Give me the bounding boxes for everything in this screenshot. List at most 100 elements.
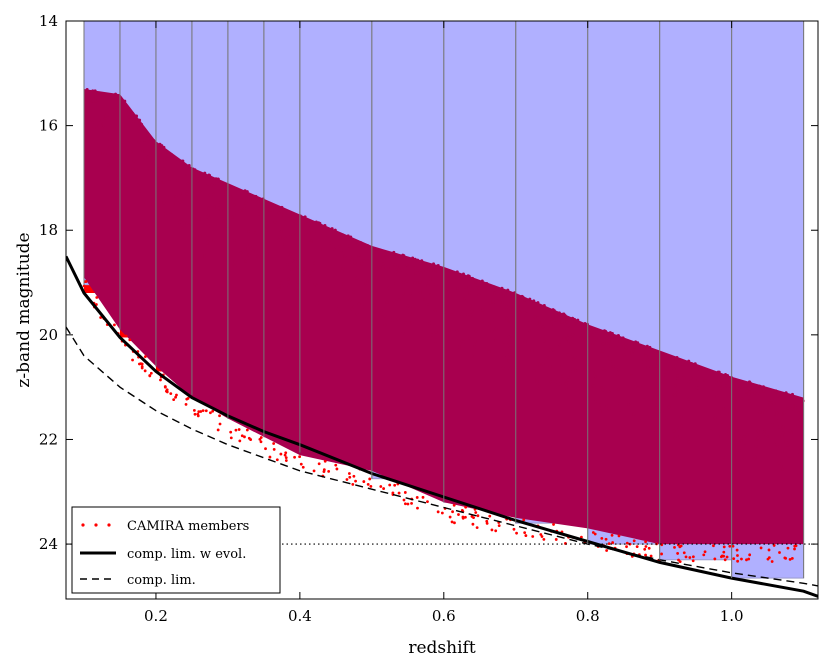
member-dot <box>303 270 307 274</box>
member-dot <box>630 352 634 356</box>
member-dot <box>776 425 780 429</box>
member-dot <box>477 293 481 297</box>
member-dot <box>530 349 534 353</box>
member-dot <box>268 208 272 212</box>
member-dot <box>553 318 557 322</box>
member-dot <box>138 189 142 193</box>
member-dot <box>244 201 248 205</box>
member-dot-faint <box>474 511 478 514</box>
member-dot <box>580 382 584 386</box>
member-dot <box>601 388 605 392</box>
member-dot <box>569 375 573 379</box>
member-dot <box>230 199 234 203</box>
member-dot <box>779 465 783 469</box>
member-dot <box>487 348 491 352</box>
member-dot <box>277 238 281 242</box>
member-dot <box>380 311 384 315</box>
member-dot <box>777 461 781 465</box>
member-dot <box>411 256 415 260</box>
member-dot <box>175 178 179 182</box>
member-dot <box>564 382 568 386</box>
member-dot-faint <box>684 555 688 559</box>
member-dot-faint <box>249 438 253 441</box>
member-dot <box>251 249 255 253</box>
member-dot <box>362 259 366 263</box>
member-dot <box>617 411 621 415</box>
member-dot <box>523 298 527 302</box>
member-dot <box>97 91 101 95</box>
member-dot-faint <box>165 390 169 394</box>
member-dot <box>314 220 318 224</box>
member-dot <box>776 394 780 398</box>
member-dot <box>664 416 668 420</box>
member-dot <box>469 337 473 341</box>
member-dot-faint <box>759 546 763 550</box>
member-dot <box>148 136 152 140</box>
member-dot-faint <box>196 414 200 418</box>
member-dot <box>199 171 203 175</box>
member-dot <box>305 280 309 284</box>
member-dot <box>309 225 313 229</box>
member-dot <box>536 301 540 305</box>
member-dot-faint <box>723 558 727 562</box>
member-dot <box>311 268 315 272</box>
member-dot <box>323 223 327 227</box>
member-dot <box>642 347 646 351</box>
member-dot <box>193 182 197 186</box>
member-dot <box>312 229 316 233</box>
member-dot <box>537 384 541 388</box>
member-dot <box>168 177 172 181</box>
member-dot <box>786 443 790 447</box>
member-dot <box>197 217 201 221</box>
member-dot <box>194 195 198 199</box>
member-dot <box>725 384 729 388</box>
member-dot <box>265 231 269 235</box>
member-dot <box>308 274 312 278</box>
member-dot <box>473 345 477 349</box>
member-dot-faint <box>264 447 267 451</box>
member-dot <box>453 275 457 279</box>
member-dot <box>634 340 638 344</box>
member-dot-faint <box>348 475 352 479</box>
member-dot <box>223 183 227 187</box>
member-dot <box>617 368 621 372</box>
member-dot <box>289 235 293 239</box>
member-dot <box>499 292 503 296</box>
member-dot <box>414 271 418 275</box>
member-dot <box>745 389 749 393</box>
member-dot-faint <box>406 502 410 506</box>
member-dot <box>181 199 185 203</box>
member-dot <box>707 438 711 442</box>
member-dot <box>616 387 620 391</box>
member-dot <box>365 244 369 248</box>
member-dot <box>737 448 741 452</box>
member-dot-faint <box>748 553 752 557</box>
member-dot <box>387 286 391 290</box>
member-dot <box>242 207 246 211</box>
member-dot <box>670 364 674 368</box>
member-dot-faint <box>448 515 452 519</box>
member-dot <box>475 283 479 287</box>
member-dot <box>672 367 676 371</box>
member-dot <box>731 396 735 400</box>
member-dot <box>762 388 766 392</box>
member-dot <box>466 312 470 316</box>
member-dot <box>548 348 552 352</box>
member-dot-faint <box>790 557 794 560</box>
member-dot <box>537 320 541 324</box>
member-dot-faint <box>284 451 288 455</box>
member-dot <box>148 168 152 172</box>
member-dot <box>90 120 94 124</box>
member-dot-faint <box>649 554 653 558</box>
member-dot <box>622 353 626 357</box>
member-dot <box>163 212 167 216</box>
member-dot <box>742 456 746 460</box>
member-dot <box>455 270 459 274</box>
member-dot <box>505 316 509 320</box>
member-dot <box>642 395 646 399</box>
member-dot <box>550 320 554 324</box>
member-dot <box>210 178 214 182</box>
member-dot <box>568 326 572 330</box>
member-dot-faint <box>464 505 468 509</box>
member-dot-faint <box>784 556 788 560</box>
